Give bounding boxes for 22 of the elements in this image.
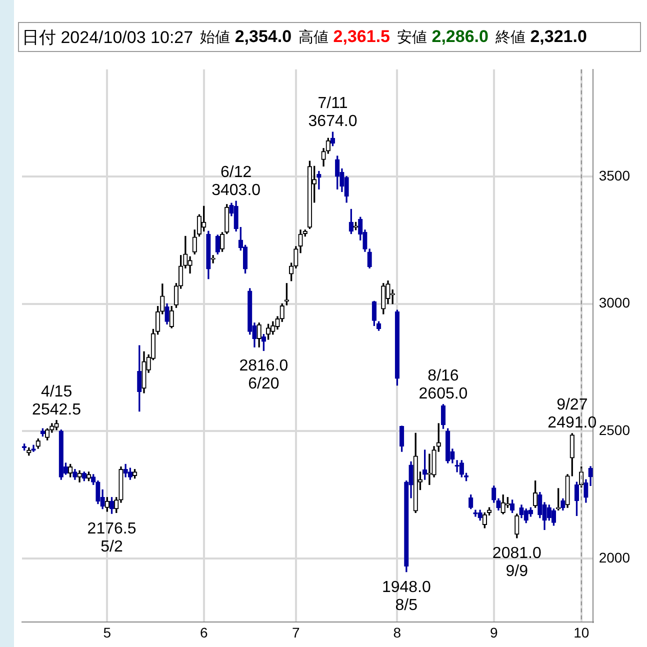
x-tick-label: 5 xyxy=(103,624,112,640)
chart-subtitle: 始値 2,354.0 高値 2,361.5 安値 2,286.0 終値 2,321.0 xyxy=(200,27,587,46)
annotation: 8/16 2605.0 xyxy=(418,367,468,402)
x-tick-label: 10 xyxy=(574,624,590,640)
y-tick-label: 2500 xyxy=(598,422,630,438)
x-tick-label: 6 xyxy=(200,624,208,640)
chart-title: 日付 2024/10/03 10:27 xyxy=(22,26,194,48)
x-tick-label: 9 xyxy=(490,624,498,640)
annotation: 7/11 3674.0 xyxy=(308,95,358,130)
annotation: 1948.0 8/5 xyxy=(382,578,431,614)
y-tick-label: 3000 xyxy=(598,294,630,311)
y-tick-label: 3500 xyxy=(598,167,630,184)
y-tick-label: 2000 xyxy=(598,549,630,566)
x-tick-label: 8 xyxy=(393,624,402,640)
annotation: 2816.0 6/20 xyxy=(239,358,288,393)
annotation: 2176.5 5/2 xyxy=(87,520,136,556)
annotation: 9/27 2491.0 xyxy=(548,396,597,432)
annotation: 6/12 3403.0 xyxy=(212,164,261,200)
candlestick xyxy=(316,170,322,190)
annotation: 2081.0 9/9 xyxy=(492,544,542,580)
annotation: 4/15 2542.5 xyxy=(32,383,82,418)
x-tick-label: 7 xyxy=(292,624,300,640)
